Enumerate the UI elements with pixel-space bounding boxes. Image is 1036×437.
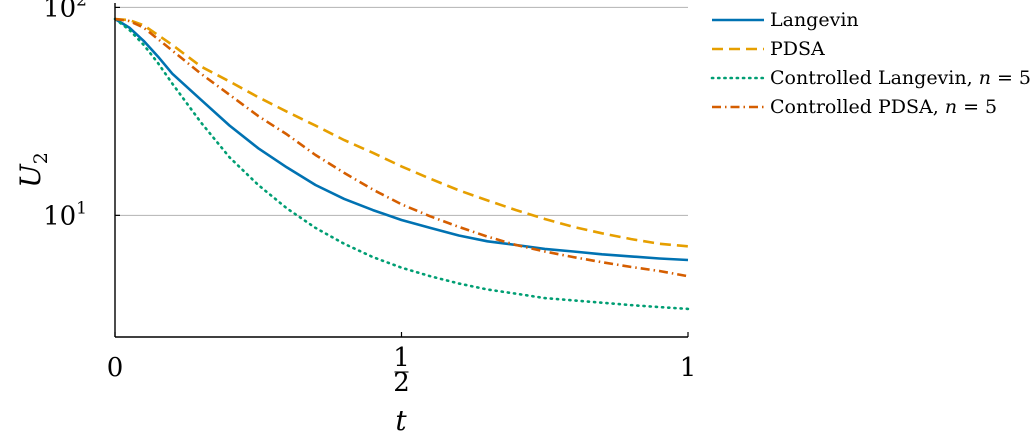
legend: Langevin PDSA Controlled Langevin, n = 5 Co… — [710, 9, 1031, 118]
y-tick-label-1: 102 — [43, 0, 87, 23]
legend-label-3: Controlled PDSA, n = 5 — [770, 96, 997, 118]
legend-label-2: Controlled Langevin, n = 5 — [770, 67, 1031, 89]
x-axis-label: t — [395, 404, 407, 437]
axes — [114, 3, 688, 338]
x-tick-label-1-numerator: 1 — [393, 343, 410, 373]
y-tick-label-0: 101 — [43, 198, 87, 231]
x-tick-label-1-denominator: 2 — [393, 368, 410, 398]
series-line-3 — [114, 17, 689, 278]
y-axis-label-main: U — [14, 163, 47, 188]
series-line-2 — [113, 17, 690, 311]
series-line-0 — [114, 17, 689, 262]
series-layer — [113, 17, 690, 311]
legend-label-1: PDSA — [770, 38, 825, 60]
x-tick-label-0: 0 — [107, 353, 124, 383]
legend-label-0: Langevin — [770, 9, 859, 31]
series-line-1 — [114, 17, 689, 248]
svg-text:U2: U2 — [14, 152, 52, 188]
x-tick-label-2: 1 — [680, 353, 697, 383]
grid-lines — [115, 6, 688, 216]
x-tick-label-1: 12 — [393, 343, 410, 398]
y-axis-label-subscript: 2 — [30, 152, 52, 164]
y-axis-label: U2 — [14, 152, 52, 188]
